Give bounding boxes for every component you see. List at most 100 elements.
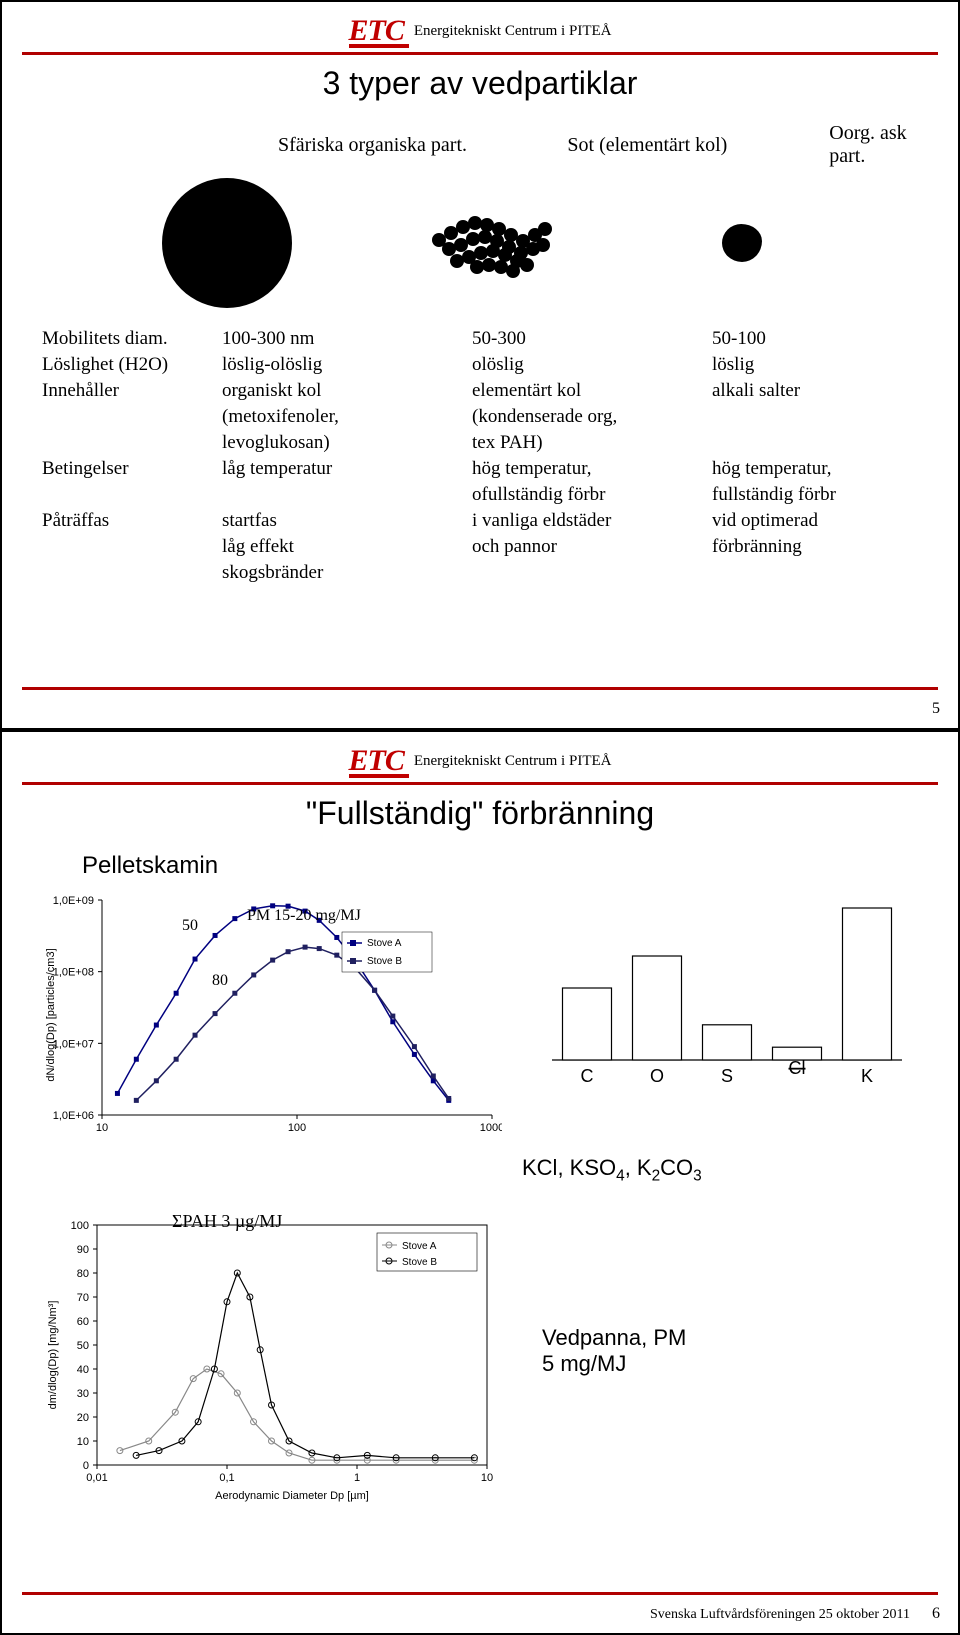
table-cell xyxy=(42,432,222,454)
slide5-title: 3 typer av vedpartiklar xyxy=(22,65,938,102)
pah-row: ΣPAH 3 µg/MJ 01020304050607080901000,010… xyxy=(42,1205,918,1510)
table-cell xyxy=(42,406,222,428)
brand-sub: Energitekniskt Centrum i PITEÅ xyxy=(414,753,612,770)
slide-6: ETC Energitekniskt Centrum i PITEÅ "Full… xyxy=(0,730,960,1635)
table-cell: hög temperatur, xyxy=(712,458,912,480)
slide-header: ETC Energitekniskt Centrum i PITEÅ xyxy=(22,744,938,785)
table-cell: låg temperatur xyxy=(222,458,472,480)
svg-text:Aerodynamic Diameter Dp [µm]: Aerodynamic Diameter Dp [µm] xyxy=(215,1490,369,1502)
col-header-3: Oorg. ask part. xyxy=(829,122,938,168)
table-cell: hög temperatur, xyxy=(472,458,712,480)
footer-text: Svenska Luftvårdsföreningen 25 oktober 2… xyxy=(650,1607,910,1623)
svg-text:0,1: 0,1 xyxy=(219,1472,234,1484)
brand-logo: ETC xyxy=(349,14,404,48)
table-cell: (metoxifenoler, xyxy=(222,406,472,428)
table-cell: vid optimerad xyxy=(712,510,912,532)
svg-text:O: O xyxy=(650,1066,664,1086)
table-cell: låg effekt xyxy=(222,536,472,558)
table-cell: Påträffas xyxy=(42,510,222,532)
table-cell: Löslighet (H2O) xyxy=(42,354,222,376)
slide-5: ETC Energitekniskt Centrum i PITEÅ 3 typ… xyxy=(0,0,960,730)
svg-text:50: 50 xyxy=(182,917,198,934)
svg-text:80: 80 xyxy=(77,1268,89,1280)
table-cell: skogsbränder xyxy=(222,562,472,584)
logo-wrap: ETC xyxy=(349,14,414,48)
slide-number: 5 xyxy=(932,700,940,718)
svg-text:K: K xyxy=(861,1066,873,1086)
vedpanna-line2: 5 mg/MJ xyxy=(542,1351,686,1377)
soot-cluster-icon xyxy=(412,198,562,288)
particle-images-row xyxy=(62,178,938,308)
table-cell xyxy=(712,562,912,584)
table-cell xyxy=(472,562,712,584)
svg-text:1,0E+07: 1,0E+07 xyxy=(53,1038,94,1050)
brand-logo: ETC xyxy=(349,744,404,778)
table-cell: Innehåller xyxy=(42,380,222,402)
kcl-formula-text: KCl, KSO4, K2CO3 xyxy=(522,1155,938,1185)
svg-text:Stove B: Stove B xyxy=(402,1257,437,1268)
svg-text:100: 100 xyxy=(71,1220,89,1232)
svg-text:1000: 1000 xyxy=(480,1122,502,1134)
table-cell xyxy=(42,484,222,506)
table-cell: och pannor xyxy=(472,536,712,558)
svg-text:Stove A: Stove A xyxy=(402,1241,437,1252)
table-cell: i vanliga eldstäder xyxy=(472,510,712,532)
table-cell: Mobilitets diam. xyxy=(42,328,222,350)
table-cell: ofullständig förbr xyxy=(472,484,712,506)
svg-text:60: 60 xyxy=(77,1316,89,1328)
svg-text:Stove A: Stove A xyxy=(367,938,402,949)
brand-sub: Energitekniskt Centrum i PITEÅ xyxy=(414,23,612,40)
kcl-part3: CO xyxy=(660,1155,693,1180)
table-cell xyxy=(42,536,222,558)
slide-header: ETC Energitekniskt Centrum i PITEÅ xyxy=(22,14,938,55)
element-bar-chart: COSClK xyxy=(532,890,912,1090)
svg-text:1,0E+08: 1,0E+08 xyxy=(53,967,94,979)
svg-text:0: 0 xyxy=(83,1460,89,1472)
kcl-part2: , K xyxy=(625,1155,652,1180)
svg-text:dm/dlog(Dp) [mg/Nm³]: dm/dlog(Dp) [mg/Nm³] xyxy=(47,1301,59,1410)
table-cell: fullständig förbr xyxy=(712,484,912,506)
svg-text:10: 10 xyxy=(96,1122,108,1134)
svg-text:1: 1 xyxy=(354,1472,360,1484)
particle-size-line-chart: 1,0E+06 1,0E+07 1,0E+08 1,0E+09 10 100 1000 dN/… xyxy=(42,890,502,1140)
svg-text:50: 50 xyxy=(77,1340,89,1352)
table-cell: levoglukosan) xyxy=(222,432,472,454)
table-cell: förbränning xyxy=(712,536,912,558)
svg-text:90: 90 xyxy=(77,1244,89,1256)
data-table: Mobilitets diam.100-300 nm50-30050-100Lö… xyxy=(42,328,938,584)
sigma-pah-annotation: ΣPAH 3 µg/MJ xyxy=(172,1211,282,1232)
svg-text:20: 20 xyxy=(77,1412,89,1424)
bottom-divider xyxy=(22,1592,938,1595)
table-cell: 100-300 nm xyxy=(222,328,472,350)
table-cell xyxy=(42,562,222,584)
table-cell: Betingelser xyxy=(42,458,222,480)
table-cell xyxy=(712,432,912,454)
slide6-title: "Fullständig" förbränning xyxy=(22,795,938,832)
column-headers-row: Sfäriska organiska part. Sot (elementärt… xyxy=(62,122,938,168)
logo-wrap: ETC xyxy=(349,744,414,778)
svg-text:dN/dlog(Dp) [particles/cm3]: dN/dlog(Dp) [particles/cm3] xyxy=(45,948,57,1081)
charts-row: 1,0E+06 1,0E+07 1,0E+08 1,0E+09 10 100 1000 dN/… xyxy=(42,890,918,1140)
vedpanna-text: Vedpanna, PM 5 mg/MJ xyxy=(542,1325,686,1377)
bottom-divider xyxy=(22,687,938,690)
table-cell: elementärt kol xyxy=(472,380,712,402)
svg-text:1,0E+06: 1,0E+06 xyxy=(53,1110,94,1122)
svg-text:70: 70 xyxy=(77,1292,89,1304)
svg-text:100: 100 xyxy=(288,1122,306,1134)
svg-text:1,0E+09: 1,0E+09 xyxy=(53,895,94,907)
ash-blob-icon xyxy=(722,224,762,262)
pah-mass-line-chart: 01020304050607080901000,010,1110dm/dlog(… xyxy=(42,1205,502,1505)
svg-text:C: C xyxy=(581,1066,594,1086)
kcl-part1: KCl, KSO xyxy=(522,1155,616,1180)
pah-chart-wrap: ΣPAH 3 µg/MJ 01020304050607080901000,010… xyxy=(42,1205,502,1510)
svg-text:Cl: Cl xyxy=(789,1058,806,1078)
table-cell: alkali salter xyxy=(712,380,912,402)
table-cell: startfas xyxy=(222,510,472,532)
table-cell: löslig xyxy=(712,354,912,376)
svg-text:PM 15-20 mg/MJ: PM 15-20 mg/MJ xyxy=(247,907,361,924)
table-cell: olöslig xyxy=(472,354,712,376)
col-header-2: Sot (elementärt kol) xyxy=(567,134,769,157)
slide6-subhead: Pelletskamin xyxy=(82,852,938,880)
table-cell: organiskt kol xyxy=(222,380,472,402)
table-cell: 50-300 xyxy=(472,328,712,350)
